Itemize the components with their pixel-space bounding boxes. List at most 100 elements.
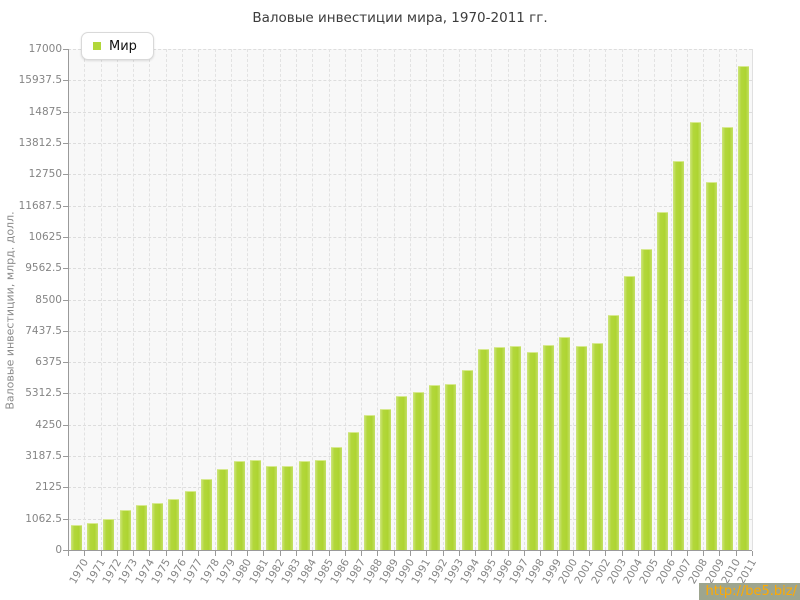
y-tick-label: 2125 bbox=[35, 481, 62, 494]
bar-2006[interactable] bbox=[656, 212, 668, 551]
bar-1993[interactable] bbox=[445, 384, 457, 551]
bar-1980[interactable] bbox=[233, 461, 245, 551]
x-axis-tick bbox=[279, 551, 281, 556]
bar-2003[interactable] bbox=[608, 315, 620, 551]
y-tick-label: 6375 bbox=[35, 356, 62, 369]
x-grid-line bbox=[182, 49, 183, 550]
bar-2004[interactable] bbox=[624, 276, 636, 551]
x-grid-line bbox=[100, 49, 102, 550]
y-axis-tick bbox=[63, 80, 68, 82]
bar-1972[interactable] bbox=[103, 519, 115, 551]
x-axis-tick bbox=[361, 551, 363, 556]
bar-2008[interactable] bbox=[689, 122, 701, 551]
x-axis-tick bbox=[230, 551, 232, 556]
x-grid-line bbox=[735, 49, 737, 550]
x-grid-line bbox=[605, 49, 607, 550]
x-axis-tick bbox=[344, 551, 346, 556]
y-tick-label: 8500 bbox=[35, 293, 62, 306]
x-axis-tick bbox=[247, 551, 249, 556]
bar-1992[interactable] bbox=[428, 385, 440, 551]
x-axis-tick bbox=[165, 551, 167, 556]
bar-1981[interactable] bbox=[249, 460, 261, 551]
bar-1988[interactable] bbox=[363, 415, 375, 551]
bar-1978[interactable] bbox=[200, 479, 212, 551]
x-grid-line bbox=[410, 49, 411, 550]
x-grid-line bbox=[426, 49, 428, 550]
bar-2002[interactable] bbox=[591, 343, 603, 551]
bar-1973[interactable] bbox=[119, 510, 131, 551]
y-axis-tick bbox=[63, 142, 68, 144]
legend-item-mir[interactable]: Мир bbox=[81, 32, 154, 60]
bar-1975[interactable] bbox=[152, 503, 164, 551]
x-grid-line bbox=[198, 49, 200, 550]
x-axis-tick bbox=[638, 551, 639, 556]
y-axis-tick bbox=[63, 268, 68, 270]
bar-1997[interactable] bbox=[510, 346, 522, 551]
x-grid-line bbox=[247, 49, 249, 550]
x-grid-line bbox=[572, 49, 574, 550]
x-axis-tick bbox=[68, 551, 69, 556]
x-axis-tick bbox=[458, 551, 460, 556]
bar-1999[interactable] bbox=[542, 345, 554, 551]
bar-2005[interactable] bbox=[640, 249, 652, 551]
y-tick-label: 15937.5 bbox=[18, 74, 62, 87]
x-axis-tick bbox=[540, 551, 542, 556]
bar-1984[interactable] bbox=[298, 461, 310, 551]
x-axis-line bbox=[68, 550, 752, 551]
x-grid-line bbox=[279, 49, 281, 550]
bar-1991[interactable] bbox=[412, 392, 424, 551]
bar-1994[interactable] bbox=[461, 370, 473, 551]
bar-1971[interactable] bbox=[86, 523, 98, 551]
bar-2009[interactable] bbox=[705, 182, 717, 551]
y-tick-label: 14875 bbox=[28, 105, 62, 118]
watermark-link[interactable]: http://be5.biz/ bbox=[699, 583, 800, 600]
x-axis-tick bbox=[100, 551, 102, 556]
x-grid-line bbox=[703, 49, 705, 550]
x-axis-tick bbox=[621, 551, 623, 556]
bar-1996[interactable] bbox=[494, 347, 506, 551]
bar-2000[interactable] bbox=[559, 337, 571, 551]
x-axis-tick bbox=[149, 551, 151, 556]
x-grid-line bbox=[230, 49, 232, 550]
x-axis-tick bbox=[84, 551, 86, 556]
y-tick-label: 13812.5 bbox=[18, 136, 62, 149]
x-axis-tick bbox=[377, 551, 379, 556]
bar-1977[interactable] bbox=[184, 491, 196, 551]
bar-1979[interactable] bbox=[217, 469, 229, 551]
bar-2011[interactable] bbox=[738, 66, 750, 551]
bar-1995[interactable] bbox=[477, 349, 489, 551]
bar-1989[interactable] bbox=[380, 409, 392, 551]
x-axis-tick bbox=[133, 551, 135, 556]
x-axis-tick bbox=[328, 551, 330, 556]
x-axis-tick bbox=[312, 551, 314, 556]
bar-1986[interactable] bbox=[331, 447, 343, 551]
y-axis-tick bbox=[63, 487, 68, 489]
y-axis-tick bbox=[63, 49, 68, 50]
bar-1976[interactable] bbox=[168, 499, 180, 551]
x-grid-line bbox=[344, 49, 346, 550]
y-tick-label: 7437.5 bbox=[25, 324, 62, 337]
x-grid-line bbox=[524, 49, 525, 550]
bar-2010[interactable] bbox=[722, 127, 734, 551]
x-axis-tick bbox=[589, 551, 591, 556]
x-axis-tick bbox=[214, 551, 216, 556]
x-grid-line bbox=[312, 49, 314, 550]
x-axis-tick bbox=[572, 551, 574, 556]
bar-1983[interactable] bbox=[282, 466, 294, 551]
bar-1985[interactable] bbox=[314, 460, 326, 551]
x-axis-tick bbox=[752, 551, 753, 556]
x-grid-line bbox=[654, 49, 656, 550]
bar-1974[interactable] bbox=[135, 505, 147, 551]
bar-1982[interactable] bbox=[266, 466, 278, 551]
bar-1990[interactable] bbox=[396, 396, 408, 551]
bar-1970[interactable] bbox=[70, 525, 82, 551]
x-grid-line bbox=[621, 49, 623, 550]
bar-2007[interactable] bbox=[673, 161, 685, 551]
bar-1987[interactable] bbox=[347, 432, 359, 551]
x-grid-line bbox=[638, 49, 639, 550]
y-axis-tick bbox=[63, 550, 68, 551]
x-axis-tick bbox=[296, 551, 297, 556]
bar-2001[interactable] bbox=[575, 346, 587, 551]
bar-1998[interactable] bbox=[526, 352, 538, 551]
y-tick-label: 17000 bbox=[28, 43, 62, 55]
